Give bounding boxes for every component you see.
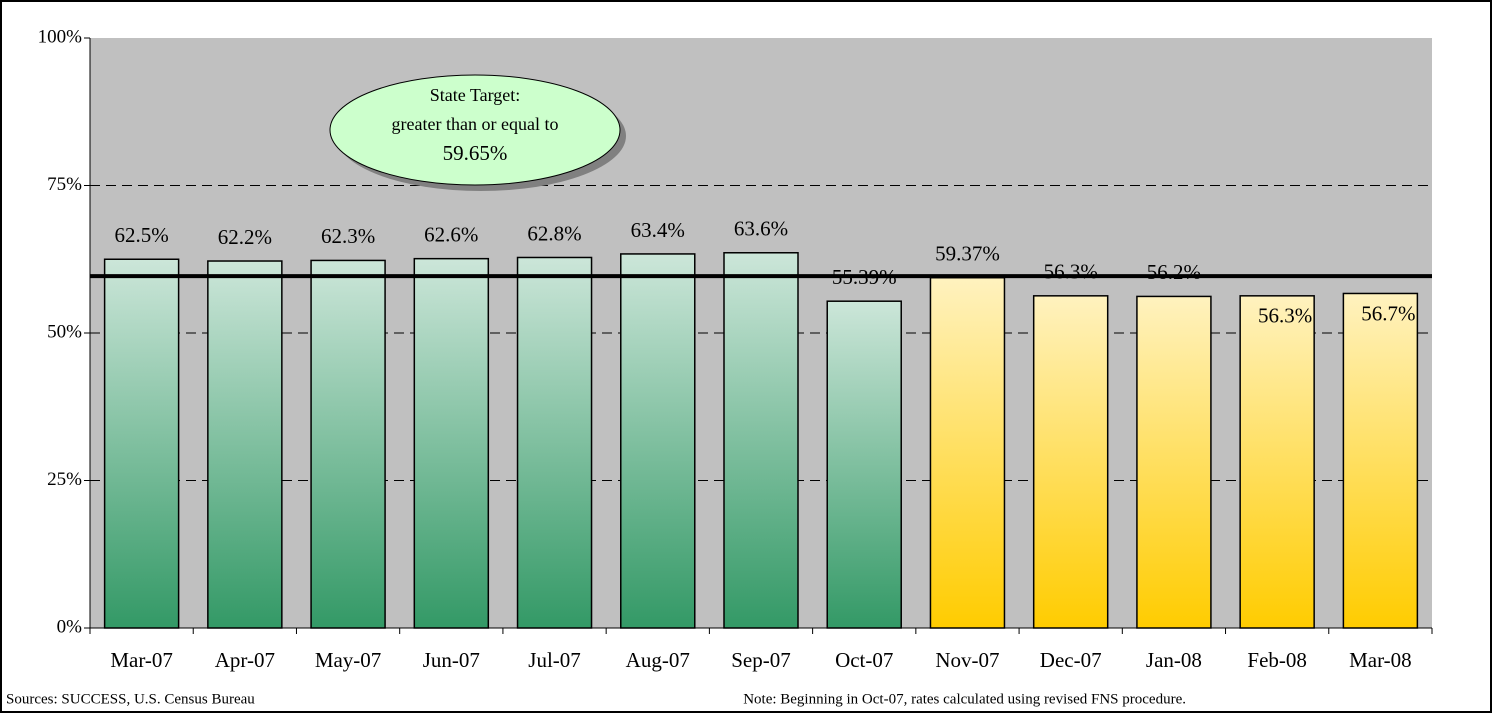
x-tick-label: Feb-08 bbox=[1247, 648, 1307, 672]
bar bbox=[620, 253, 696, 629]
bar bbox=[826, 300, 902, 629]
data-label: 59.37% bbox=[935, 242, 1000, 266]
data-label: 63.4% bbox=[631, 218, 685, 242]
data-label: 56.3% bbox=[1044, 260, 1098, 284]
x-tick-label: Sep-07 bbox=[731, 648, 791, 672]
x-tick-label: Jul-07 bbox=[528, 648, 581, 672]
y-tick-label: 75% bbox=[47, 174, 82, 195]
annotation-text: 59.65% bbox=[443, 141, 508, 165]
x-tick-label: Jan-08 bbox=[1146, 648, 1202, 672]
data-label: 62.6% bbox=[424, 222, 478, 246]
data-label: 56.2% bbox=[1147, 260, 1201, 284]
source: Sources: SUCCESS, U.S. Census Bureau bbox=[6, 691, 255, 707]
bar bbox=[103, 258, 180, 629]
bar bbox=[1342, 292, 1419, 629]
y-tick-label: 50% bbox=[47, 321, 82, 342]
x-tick-label: Nov-07 bbox=[935, 648, 999, 672]
data-label: 62.8% bbox=[527, 221, 581, 245]
data-label: 62.3% bbox=[321, 224, 375, 248]
x-tick-label: Mar-07 bbox=[110, 648, 173, 672]
note: Note: Beginning in Oct-07, rates calcula… bbox=[743, 691, 1186, 707]
x-tick-label: Oct-07 bbox=[835, 648, 893, 672]
x-tick-label: Jun-07 bbox=[423, 648, 480, 672]
y-tick-label: 0% bbox=[57, 616, 83, 637]
x-tick-label: Dec-07 bbox=[1040, 648, 1102, 672]
annotation-text: State Target: bbox=[430, 85, 521, 105]
bar bbox=[207, 260, 283, 629]
data-label: 56.7% bbox=[1361, 301, 1415, 325]
x-tick-label: Aug-07 bbox=[626, 648, 690, 672]
bar bbox=[929, 276, 1006, 629]
data-label: 62.5% bbox=[114, 223, 168, 247]
y-tick-label: 25% bbox=[47, 469, 82, 490]
annotation-text: greater than or equal to bbox=[392, 114, 559, 134]
x-tick-label: May-07 bbox=[315, 648, 382, 672]
data-label: 63.6% bbox=[734, 217, 788, 241]
bar bbox=[516, 256, 593, 629]
data-label: 56.3% bbox=[1258, 304, 1312, 328]
annotation-bubble bbox=[329, 74, 621, 186]
data-label: 62.2% bbox=[218, 225, 272, 249]
x-tick-label: Mar-08 bbox=[1349, 648, 1412, 672]
y-tick-label: 100% bbox=[38, 26, 83, 47]
x-tick-label: Apr-07 bbox=[215, 648, 275, 672]
bar bbox=[310, 259, 386, 629]
bar bbox=[1136, 295, 1212, 629]
bar bbox=[723, 252, 799, 629]
bar bbox=[1239, 295, 1315, 629]
bar bbox=[1032, 295, 1109, 629]
bar bbox=[413, 257, 490, 629]
